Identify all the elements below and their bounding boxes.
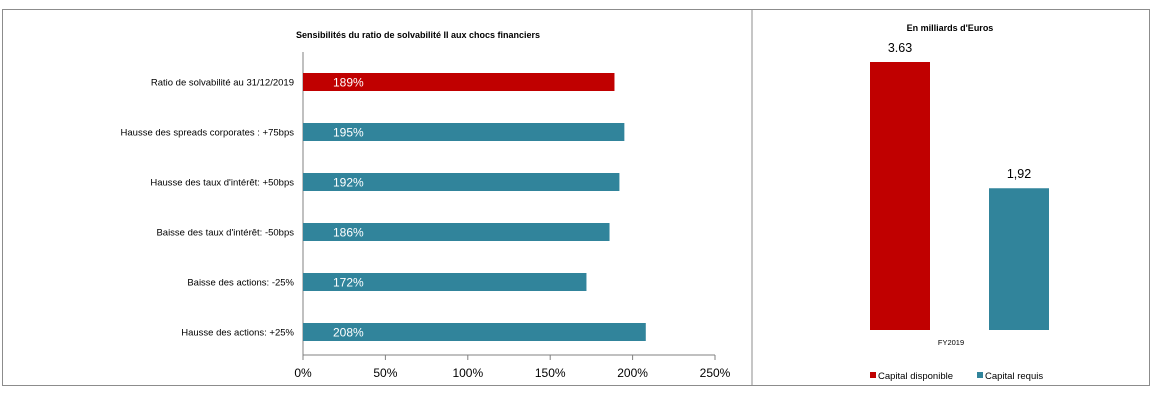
category-label-3: Baisse des taux d'intérêt: -50bps: [156, 228, 294, 239]
bar-0: [303, 73, 615, 91]
x-axis-ticks: 0% 50% 100% 150% 200% 250%: [294, 355, 731, 380]
bar-value-label-1: 195%: [333, 126, 364, 140]
legend-label-1: Capital requis: [985, 371, 1043, 382]
x-tick-label-1: 50%: [373, 366, 397, 380]
legend-label-0: Capital disponible: [878, 371, 953, 382]
category-label-1: Hausse des spreads corporates : +75bps: [121, 128, 295, 139]
bar-value-label-5: 208%: [333, 326, 364, 340]
capital-bar-1: [989, 188, 1049, 330]
x-tick-label-0: 0%: [294, 366, 312, 380]
bar-value-label-0: 189%: [333, 76, 364, 90]
legend-swatch-0: [870, 372, 876, 378]
bar-1: [303, 123, 625, 141]
category-label-2: Hausse des taux d'intérêt: +50bps: [150, 178, 294, 189]
x-tick-label-3: 150%: [535, 366, 566, 380]
x-tick-label-5: 250%: [700, 366, 731, 380]
capital-chart: En milliards d'Euros 3.63 1,92 FY2019 Cap…: [870, 23, 1049, 382]
figure-frame: [2, 9, 1150, 386]
sensitivity-bars: 189% 195% 192% 186% 172% 208%: [303, 73, 646, 341]
capital-bar-value-label-1: 1,92: [1007, 167, 1031, 181]
category-label-0: Ratio de solvabilité au 31/12/2019: [151, 78, 294, 89]
capital-bars: 3.63 1,92: [870, 41, 1049, 330]
sensitivity-chart-title: Sensibilités du ratio de solvabilité II …: [296, 30, 540, 40]
x-tick-label-4: 200%: [617, 366, 648, 380]
capital-chart-title: En milliards d'Euros: [907, 23, 994, 33]
x-tick-label-2: 100%: [452, 366, 483, 380]
sensitivity-category-labels: Ratio de solvabilité au 31/12/2019 Hausse…: [121, 78, 295, 339]
bar-value-label-4: 172%: [333, 276, 364, 290]
bar-value-label-2: 192%: [333, 176, 364, 190]
capital-category-label: FY2019: [938, 338, 964, 347]
capital-legend: Capital disponible Capital requis: [870, 371, 1043, 382]
bar-4: [303, 273, 587, 291]
capital-bar-value-label-0: 3.63: [888, 41, 912, 55]
legend-swatch-1: [977, 372, 983, 378]
category-label-4: Baisse des actions: -25%: [187, 278, 294, 289]
capital-bar-0: [870, 62, 930, 330]
bar-2: [303, 173, 620, 191]
category-label-5: Hausse des actions: +25%: [181, 328, 294, 339]
sensitivity-chart: Sensibilités du ratio de solvabilité II …: [121, 30, 731, 380]
bar-3: [303, 223, 610, 241]
bar-5: [303, 323, 646, 341]
bar-value-label-3: 186%: [333, 226, 364, 240]
